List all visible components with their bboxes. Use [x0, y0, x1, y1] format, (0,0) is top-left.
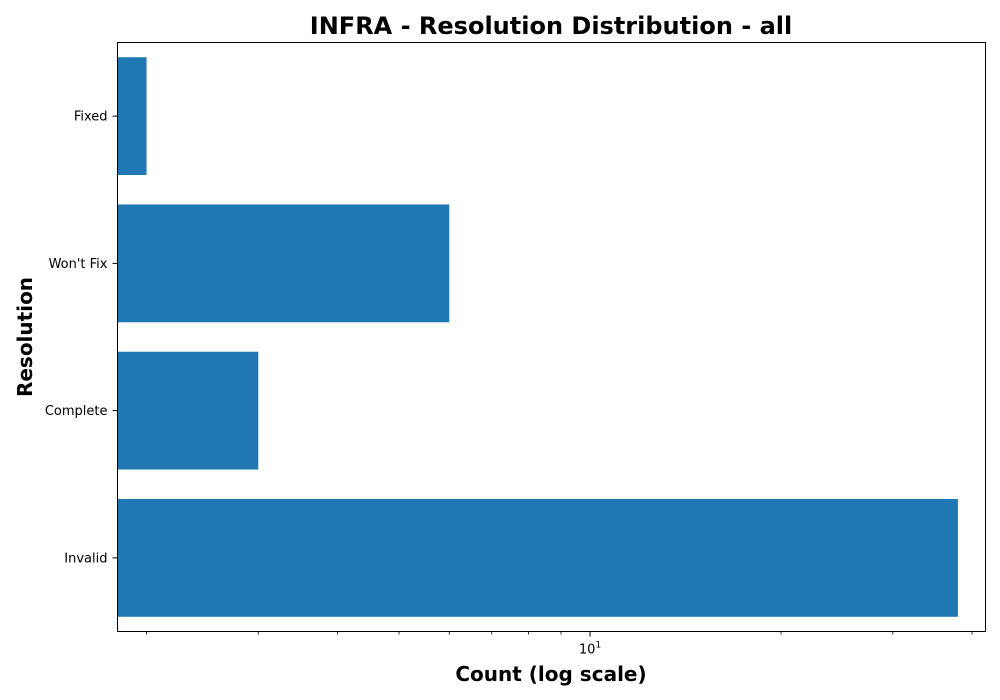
chart-title: INFRA - Resolution Distribution - all [310, 12, 792, 40]
x-axis: 101 [146, 631, 973, 658]
y-tick-label: Complete [45, 404, 108, 419]
y-tick-label: Invalid [64, 551, 107, 566]
x-axis-label: Count (log scale) [455, 662, 646, 686]
bars-layer [117, 57, 958, 617]
y-axis-label: Resolution [13, 277, 37, 397]
bar-fixed [117, 57, 147, 176]
bar-invalid [117, 498, 958, 617]
plot-frame [117, 42, 986, 632]
y-tick-label: Fixed [74, 110, 108, 125]
x-tick-label: 101 [579, 641, 601, 658]
bar-complete [117, 351, 259, 470]
y-tick-label: Won't Fix [49, 257, 108, 272]
y-axis: Invalid Complete Won't Fix Fixed [45, 110, 118, 566]
bar-won-t-fix [117, 204, 450, 323]
